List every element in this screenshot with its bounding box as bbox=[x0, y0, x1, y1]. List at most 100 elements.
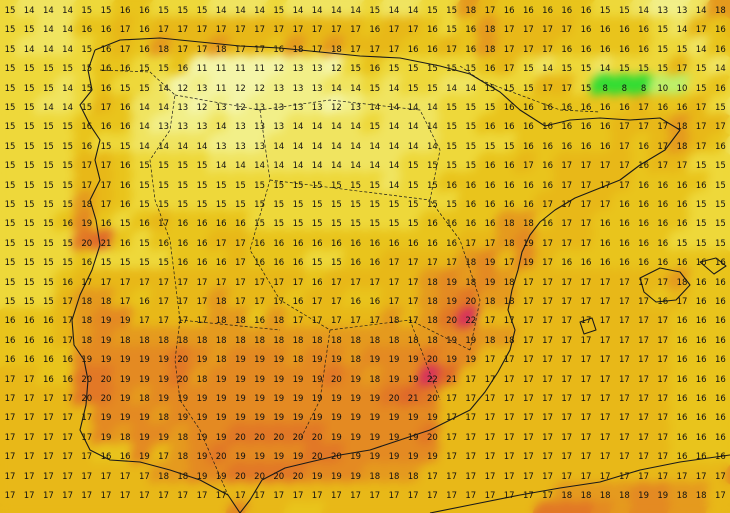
temp-value: 15 bbox=[42, 64, 54, 75]
temp-value: 18 bbox=[503, 335, 515, 346]
temp-value: 14 bbox=[388, 141, 400, 152]
temp-value: 16 bbox=[503, 122, 515, 133]
temp-value: 18 bbox=[138, 335, 150, 346]
temp-value: 16 bbox=[638, 200, 649, 210]
temp-value: 17 bbox=[4, 432, 16, 443]
temp-value: 17 bbox=[561, 180, 573, 191]
temp-value: 18 bbox=[484, 335, 496, 346]
temp-value: 17 bbox=[638, 394, 649, 404]
temp-value: 16 bbox=[695, 432, 707, 443]
temp-value: 17 bbox=[100, 471, 112, 482]
temp-value: 19 bbox=[100, 413, 112, 424]
temp-value: 16 bbox=[503, 161, 515, 172]
temp-value: 17 bbox=[542, 355, 553, 366]
temp-value: 16 bbox=[138, 219, 150, 230]
temp-value: 15 bbox=[62, 64, 73, 75]
temp-value: 17 bbox=[522, 374, 534, 385]
temp-value: 13 bbox=[311, 83, 323, 94]
temp-value: 17 bbox=[177, 297, 189, 307]
temp-value: 19 bbox=[311, 355, 323, 366]
temp-value: 16 bbox=[119, 103, 131, 113]
temp-value: 18 bbox=[119, 432, 131, 443]
temp-value: 20 bbox=[292, 432, 304, 443]
temp-value: 17 bbox=[446, 394, 457, 404]
temp-value: 12 bbox=[196, 103, 208, 113]
temp-value: 16 bbox=[676, 103, 688, 113]
temp-value: 16 bbox=[695, 355, 707, 366]
temp-value: 17 bbox=[695, 25, 707, 36]
temp-value: 18 bbox=[177, 471, 189, 482]
temp-value: 15 bbox=[42, 277, 54, 288]
temp-value: 18 bbox=[292, 44, 304, 55]
temp-value: 14 bbox=[138, 103, 150, 113]
temp-value: 13 bbox=[234, 141, 246, 152]
temp-value: 14 bbox=[350, 83, 361, 94]
temp-value: 19 bbox=[158, 394, 169, 404]
temp-value: 18 bbox=[177, 335, 189, 346]
temp-value: 17 bbox=[561, 25, 573, 36]
temp-value: 17 bbox=[503, 258, 515, 269]
temp-value: 14 bbox=[426, 141, 438, 152]
temp-value: 15 bbox=[138, 238, 150, 249]
temp-value: 17 bbox=[561, 277, 573, 288]
temp-value: 18 bbox=[138, 394, 150, 404]
temp-value: 15 bbox=[23, 180, 35, 191]
temp-value: 17 bbox=[542, 277, 553, 288]
temp-value: 15 bbox=[465, 141, 477, 152]
temp-value: 16 bbox=[100, 219, 112, 230]
temp-value: 18 bbox=[676, 141, 688, 152]
temp-value: 16 bbox=[561, 141, 573, 152]
temp-value: 20 bbox=[81, 238, 93, 249]
temp-value: 15 bbox=[580, 83, 592, 94]
temp-value: 15 bbox=[388, 219, 400, 230]
temp-value: 13 bbox=[311, 103, 323, 113]
temp-value: 16 bbox=[542, 122, 553, 133]
temp-value: 17 bbox=[81, 452, 93, 463]
temp-value: 17 bbox=[138, 471, 150, 482]
temp-value: 14 bbox=[62, 83, 73, 94]
temp-value: 15 bbox=[388, 200, 400, 210]
temp-value: 16 bbox=[196, 238, 208, 249]
temp-value: 14 bbox=[695, 6, 707, 16]
temp-value: 17 bbox=[484, 374, 496, 385]
temp-value: 15 bbox=[522, 64, 534, 75]
temp-value: 14 bbox=[62, 6, 73, 16]
temp-value: 12 bbox=[330, 103, 342, 113]
temp-value: 17 bbox=[580, 180, 592, 191]
temp-value: 17 bbox=[100, 491, 112, 501]
temp-value: 15 bbox=[177, 200, 189, 210]
temp-value: 15 bbox=[484, 141, 496, 152]
temp-value: 18 bbox=[234, 316, 246, 327]
temp-value: 14 bbox=[177, 141, 189, 152]
temp-value: 19 bbox=[311, 413, 323, 424]
temp-value: 17 bbox=[100, 103, 112, 113]
temp-value: 16 bbox=[465, 200, 477, 210]
temp-value: 13 bbox=[234, 122, 246, 133]
temp-value: 17 bbox=[542, 432, 553, 443]
temp-value: 16 bbox=[714, 258, 726, 269]
temp-value: 19 bbox=[330, 355, 342, 366]
temp-value: 15 bbox=[4, 64, 16, 75]
temp-value: 14 bbox=[388, 161, 400, 172]
temp-value: 17 bbox=[657, 394, 669, 404]
temp-value: 15 bbox=[426, 161, 438, 172]
temp-value: 14 bbox=[407, 103, 419, 113]
temp-value: 20 bbox=[254, 432, 265, 443]
temp-value: 16 bbox=[561, 6, 573, 16]
temp-value: 15 bbox=[618, 64, 630, 75]
temp-value: 15 bbox=[407, 64, 419, 75]
temp-value: 15 bbox=[23, 238, 35, 249]
temp-value: 16 bbox=[119, 180, 131, 191]
temp-value: 16 bbox=[676, 200, 688, 210]
temp-value: 17 bbox=[62, 471, 73, 482]
temp-value: 16 bbox=[599, 103, 611, 113]
temp-value: 15 bbox=[23, 25, 35, 36]
temp-value: 14 bbox=[407, 141, 419, 152]
temp-value: 16 bbox=[676, 180, 688, 191]
temp-value: 15 bbox=[714, 103, 726, 113]
temp-value: 19 bbox=[350, 374, 361, 385]
temp-value: 18 bbox=[695, 491, 707, 501]
temp-value: 17 bbox=[503, 316, 515, 327]
temp-value: 16 bbox=[676, 316, 688, 327]
temp-value: 16 bbox=[714, 452, 726, 463]
